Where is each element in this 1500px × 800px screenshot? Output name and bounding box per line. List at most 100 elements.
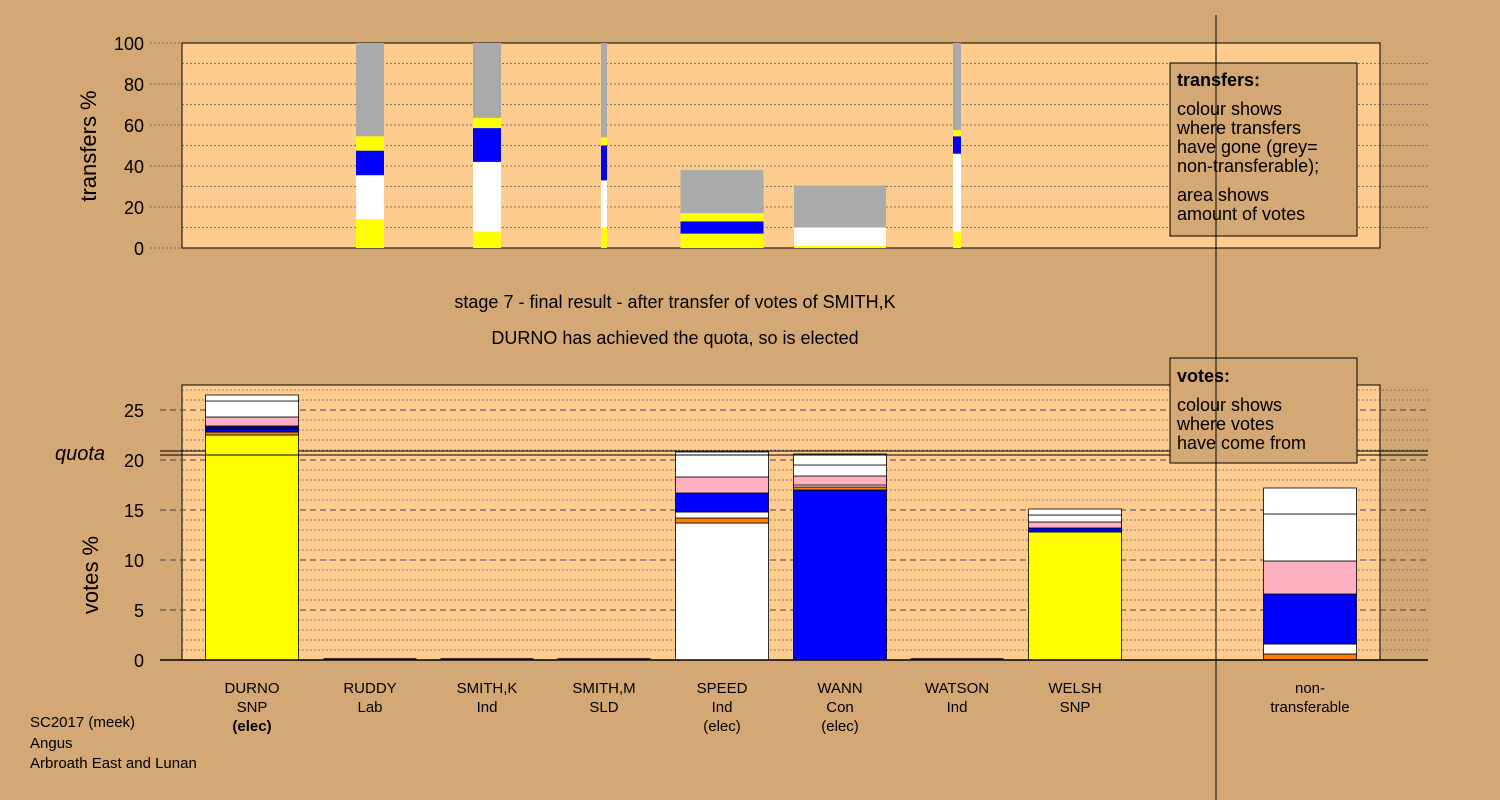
- votes-y-tick-label: 0: [134, 651, 144, 671]
- votes-legend: votes: colour shows where votes have com…: [1169, 357, 1358, 464]
- candidate-label: (elec): [232, 718, 271, 735]
- votes-bars: [205, 394, 1357, 661]
- transfer-bar-segment: [680, 221, 764, 234]
- transfer-bar-segment: [794, 245, 886, 248]
- transfer-bar-segment: [601, 145, 607, 181]
- vote-bar-segment: [205, 425, 299, 430]
- transfers-legend-line: area shows: [1177, 185, 1269, 205]
- transfer-bar-segment: [356, 43, 384, 137]
- vote-bar-segment: [675, 517, 769, 524]
- votes-legend-line: where votes: [1176, 414, 1274, 434]
- candidate-label: SLD: [589, 699, 618, 716]
- transfers-y-tick-label: 80: [124, 75, 144, 95]
- candidate-label: SMITH,K: [457, 680, 518, 697]
- transfers-y-tick-label: 60: [124, 116, 144, 136]
- votes-y-tick-label: 25: [124, 401, 144, 421]
- transfer-bar-segment: [473, 161, 501, 232]
- votes-y-tick-label: 20: [124, 451, 144, 471]
- footer-council: Angus: [30, 735, 73, 752]
- transfer-bar-segment: [356, 175, 384, 220]
- transfers-y-tick-label: 100: [114, 34, 144, 54]
- vote-bar-segment: [793, 475, 887, 486]
- vote-bar-segment: [205, 434, 299, 661]
- votes-legend-line: colour shows: [1177, 395, 1282, 415]
- vote-bar-segment: [1028, 531, 1122, 661]
- vote-bar-segment: [675, 451, 769, 478]
- transfers-y-tick-label: 20: [124, 198, 144, 218]
- transfer-bar-segment: [473, 231, 501, 248]
- vote-bar-segment: [1028, 514, 1122, 523]
- transfer-bar-segment: [953, 153, 961, 232]
- candidate-label: SNP: [237, 699, 268, 716]
- transfers-y-tick-label: 0: [134, 239, 144, 259]
- quota-label: quota: [55, 443, 105, 465]
- candidate-label: Ind: [712, 699, 733, 716]
- transfers-legend-line: amount of votes: [1177, 204, 1305, 224]
- vote-bar-segment: [205, 394, 299, 402]
- candidate-label: (elec): [703, 718, 741, 735]
- votes-y-axis-label: votes %: [78, 536, 103, 614]
- vote-bar-segment: [1028, 527, 1122, 533]
- votes-legend-box: [1169, 357, 1358, 464]
- transfer-bar-segment: [601, 180, 607, 228]
- votes-y-tick-label: 15: [124, 501, 144, 521]
- candidate-labels: DURNO SNP (elec) RUDDY Lab SMITH,K Ind SMITH,M S…: [225, 680, 1350, 735]
- vote-bar-segment: [1263, 643, 1357, 655]
- vote-bar-segment: [205, 400, 299, 418]
- transfers-y-ticks: 0 20 40 60 80 100: [114, 34, 182, 259]
- transfers-legend-line: non-transferable);: [1177, 156, 1319, 176]
- transfers-legend-box: [1169, 62, 1358, 237]
- transfer-bar-segment: [794, 227, 886, 246]
- vote-bar-segment: [793, 489, 887, 661]
- transfer-bar-segment: [473, 43, 501, 118]
- vote-bar-segment: [205, 416, 299, 427]
- transfer-bar-segment: [601, 137, 607, 146]
- transfers-bars: [356, 43, 961, 248]
- transfers-legend-line: colour shows: [1177, 99, 1282, 119]
- nontransferable-label: non-: [1295, 680, 1325, 697]
- vote-bar-segment: [1263, 513, 1357, 562]
- votes-y-tick-label: 10: [124, 551, 144, 571]
- candidate-label: Con: [826, 699, 854, 716]
- candidate-label: SMITH,M: [572, 680, 635, 697]
- candidate-label: WANN: [817, 680, 862, 697]
- transfer-bar-segment: [473, 117, 501, 129]
- transfers-legend-line: have gone (grey=: [1177, 137, 1318, 157]
- candidate-label: DURNO: [225, 680, 280, 697]
- candidate-label: WELSH: [1048, 680, 1101, 697]
- transfers-y-tick-label: 40: [124, 157, 144, 177]
- vote-bar-segment: [793, 464, 887, 477]
- vote-bar-segment: [205, 431, 299, 436]
- vote-bar-segment: [1028, 521, 1122, 529]
- transfers-y-axis-label: transfers %: [76, 90, 101, 201]
- transfer-bar-segment: [601, 43, 607, 138]
- transfer-bar-segment: [953, 43, 961, 131]
- transfer-bar-segment: [356, 150, 384, 176]
- candidate-label: SNP: [1060, 699, 1091, 716]
- transfer-bar-segment: [953, 231, 961, 248]
- vote-bar-segment: [205, 428, 299, 433]
- transfer-bar-segment: [794, 185, 886, 228]
- vote-bar-segment: [675, 522, 769, 661]
- vote-bar-segment: [1028, 508, 1122, 516]
- vote-bar-segment: [793, 453, 887, 466]
- vote-bar-segment: [1263, 560, 1357, 595]
- transfer-bar-segment: [601, 227, 607, 248]
- footer-source: SC2017 (meek): [30, 714, 135, 731]
- vote-bar-segment: [793, 486, 887, 491]
- candidate-label: SPEED: [697, 680, 748, 697]
- votes-y-tick-label: 5: [134, 601, 144, 621]
- votes-y-ticks: 0 5 10 15 20 25: [124, 401, 144, 671]
- transfers-legend-title: transfers:: [1177, 70, 1260, 90]
- vote-bar-segment: [675, 476, 769, 494]
- candidate-label: Ind: [947, 699, 968, 716]
- transfer-bar-segment: [953, 136, 961, 154]
- transfer-bar-segment: [473, 128, 501, 162]
- votes-legend-title: votes:: [1177, 366, 1230, 386]
- vote-bar-segment: [675, 511, 769, 519]
- footer-ward: Arbroath East and Lunan: [30, 755, 197, 772]
- candidate-label: RUDDY: [343, 680, 396, 697]
- candidate-label: WATSON: [925, 680, 989, 697]
- vote-bar-segment: [1263, 593, 1357, 645]
